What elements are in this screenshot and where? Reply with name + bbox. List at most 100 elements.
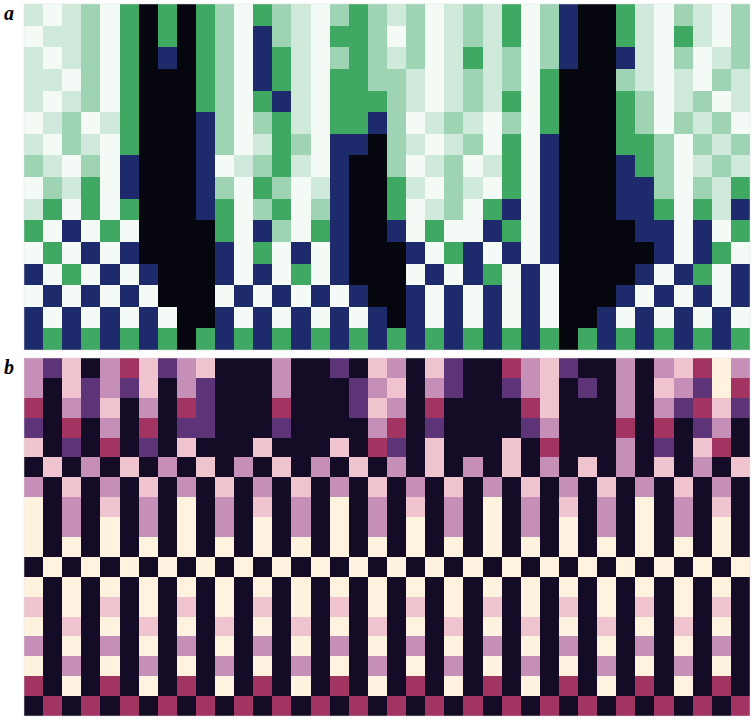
heatmap-cell [578,378,598,398]
heatmap-cell [406,597,426,617]
heatmap-cell [712,676,732,696]
heatmap-cell [139,4,159,26]
heatmap-cell [215,497,235,517]
heatmap-cell [578,26,598,48]
heatmap-cell [578,577,598,597]
heatmap-cell [120,696,140,716]
heatmap-cell [81,696,101,716]
heatmap-cell [196,617,216,637]
heatmap-cell [406,636,426,656]
heatmap-cell [731,26,750,48]
heatmap-cell [291,617,311,637]
heatmap-cell [24,4,44,26]
heatmap-cell [463,69,483,91]
heatmap-cell [177,134,197,156]
heatmap-cell [215,199,235,221]
heatmap-cell [62,177,82,199]
heatmap-cell [463,112,483,134]
heatmap-cell [177,636,197,656]
heatmap-cell [291,69,311,91]
heatmap-cell [578,438,598,458]
heatmap-cell [712,220,732,242]
heatmap-cell [43,91,63,113]
heatmap-cell [616,307,636,329]
heatmap-cell [712,537,732,557]
heatmap-cell [177,4,197,26]
heatmap-panel [24,358,750,716]
heatmap-cell [330,4,350,26]
heatmap-cell [177,457,197,477]
heatmap-cell [502,537,522,557]
heatmap-cell [100,199,120,221]
heatmap-cell [215,597,235,617]
heatmap-cell [578,557,598,577]
heatmap-cell [616,47,636,69]
heatmap-cell [253,91,273,113]
heatmap-cell [387,557,407,577]
heatmap-cell [712,264,732,286]
heatmap-cell [731,112,750,134]
heatmap-cell [387,597,407,617]
heatmap-cell [330,457,350,477]
heatmap-cell [311,242,331,264]
heatmap-cell [24,112,44,134]
heatmap-cell [731,537,750,557]
heatmap-cell [425,398,445,418]
heatmap-cell [597,557,617,577]
heatmap-cell [387,242,407,264]
heatmap-cell [253,134,273,156]
heatmap-cell [120,285,140,307]
heatmap-cell [597,285,617,307]
heatmap-cell [62,537,82,557]
heatmap-cell [635,398,655,418]
heatmap-cell [406,155,426,177]
heatmap-cell [540,134,560,156]
heatmap-cell [693,47,713,69]
heatmap-cell [444,69,464,91]
heatmap-cell [158,69,178,91]
heatmap-cell [311,155,331,177]
heatmap-cell [272,242,292,264]
heatmap-cell [291,328,311,350]
heatmap-cell [502,134,522,156]
heatmap-cell [693,177,713,199]
heatmap-cell [368,398,388,418]
heatmap-cell [483,69,503,91]
heatmap-cell [24,285,44,307]
heatmap-cell [330,242,350,264]
heatmap-cell [597,656,617,676]
heatmap-cell [139,696,159,716]
heatmap-cell [177,328,197,350]
heatmap-cell [120,220,140,242]
heatmap-cell [521,676,541,696]
heatmap-cell [120,26,140,48]
heatmap-cell [712,497,732,517]
heatmap-cell [62,242,82,264]
panel-frame [24,4,750,350]
heatmap-cell [349,418,369,438]
heatmap-cell [349,26,369,48]
heatmap-cell [177,497,197,517]
heatmap-cell [81,134,101,156]
heatmap-cell [616,398,636,418]
heatmap-cell [674,597,694,617]
heatmap-cell [616,557,636,577]
heatmap-cell [253,577,273,597]
heatmap-cell [693,285,713,307]
heatmap-cell [674,47,694,69]
heatmap-cell [139,656,159,676]
heatmap-cell [616,220,636,242]
heatmap-cell [62,307,82,329]
heatmap-cell [330,155,350,177]
heatmap-cell [540,69,560,91]
heatmap-cell [463,438,483,458]
heatmap-cell [387,656,407,676]
heatmap-cell [311,617,331,637]
heatmap-cell [444,577,464,597]
heatmap-cell [196,597,216,617]
heatmap-cell [215,676,235,696]
heatmap-cell [425,617,445,637]
heatmap-cell [540,676,560,696]
heatmap-cell [463,398,483,418]
heatmap-cell [444,557,464,577]
